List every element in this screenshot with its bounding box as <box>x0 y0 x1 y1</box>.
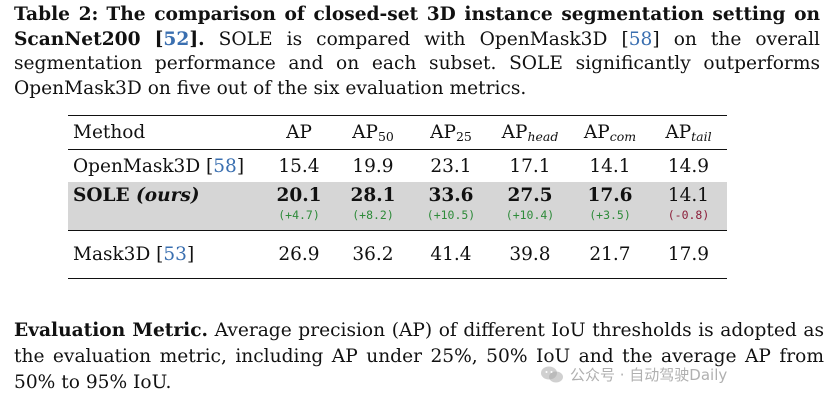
table-row-openmask3d: OpenMask3D [58] 15.4 19.9 23.1 17.1 14.1… <box>68 150 727 183</box>
caption-citation-link[interactable]: 52 <box>163 28 190 50</box>
delta-positive: (+4.7) <box>264 208 334 231</box>
cell-value: 14.1 <box>589 155 631 177</box>
table-header-row: Method AP AP50 AP25 APhead APcom APtail <box>68 115 727 150</box>
delta-positive: (+3.5) <box>570 208 650 231</box>
delta-positive: (+10.5) <box>412 208 490 231</box>
cell-value: 26.9 <box>264 230 334 279</box>
cell-value-best: 17.6 <box>570 182 650 208</box>
cell-value: 17.9 <box>650 230 727 279</box>
results-table: Method AP AP50 AP25 APhead APcom APtail … <box>68 115 727 279</box>
caption-text-a: SOLE is compared with OpenMask3D <box>218 28 608 50</box>
cell-value-best: 33.6 <box>412 182 490 208</box>
caption-text-citation-link[interactable]: 58 <box>628 28 653 50</box>
delta-positive: (+10.4) <box>490 208 570 231</box>
cell-value: 19.9 <box>352 155 394 177</box>
delta-positive: (+8.2) <box>334 208 412 231</box>
header-ap25: AP25 <box>412 115 490 150</box>
table-row-sole-deltas: (+4.7) (+8.2) (+10.5) (+10.4) (+3.5) (-0… <box>68 208 727 231</box>
paragraph-text: Average precision (AP) of different IoU … <box>14 320 824 393</box>
cell-value-best: 20.1 <box>264 182 334 208</box>
mask3d-citation-link[interactable]: 53 <box>163 244 187 265</box>
header-ap: AP <box>264 115 334 150</box>
cell-value: 36.2 <box>334 230 412 279</box>
cell-value: 17.1 <box>509 155 551 177</box>
cell-value: 41.4 <box>412 230 490 279</box>
header-ap50: AP50 <box>334 115 412 150</box>
paragraph-heading: Evaluation Metric. <box>14 320 209 341</box>
header-ap-com: APcom <box>570 115 650 150</box>
table-row-sole: SOLE (ours) 20.1 28.1 33.6 27.5 17.6 14.… <box>68 182 727 208</box>
openmask3d-citation-link[interactable]: 58 <box>213 155 237 177</box>
watermark: 公众号 · 自动驾驶Daily <box>540 364 727 385</box>
header-ap-head: APhead <box>490 115 570 150</box>
delta-negative: (-0.8) <box>650 208 727 231</box>
cell-value: 23.1 <box>430 155 472 177</box>
cell-value: 21.7 <box>570 230 650 279</box>
wechat-icon <box>540 365 564 385</box>
table-caption: Table 2: The comparison of closed-set 3D… <box>14 4 821 99</box>
cell-value-best: 28.1 <box>334 182 412 208</box>
header-method: Method <box>68 115 264 150</box>
table-row-mask3d: Mask3D [53] 26.9 36.2 41.4 39.8 21.7 17.… <box>68 230 727 279</box>
cell-value: 39.8 <box>490 230 570 279</box>
caption-text-b: on the overall segmentation performance … <box>14 28 821 99</box>
method-sole: SOLE (ours) <box>68 182 264 208</box>
evaluation-metric-paragraph: Evaluation Metric. Average precision (AP… <box>14 318 824 396</box>
caption-title: The comparison of closed-set 3D instance… <box>14 4 820 50</box>
method-openmask3d: OpenMask3D [58] <box>73 155 245 177</box>
cell-value: 14.1 <box>650 182 727 208</box>
watermark-text: 公众号 · 自动驾驶Daily <box>570 366 728 384</box>
cell-value: 15.4 <box>278 155 320 177</box>
cell-value-best: 27.5 <box>490 182 570 208</box>
method-mask3d: Mask3D [53] <box>68 230 264 279</box>
header-ap-tail: APtail <box>650 115 727 150</box>
caption-label: Table 2: <box>14 4 99 25</box>
cell-value-best: 14.9 <box>667 155 710 177</box>
